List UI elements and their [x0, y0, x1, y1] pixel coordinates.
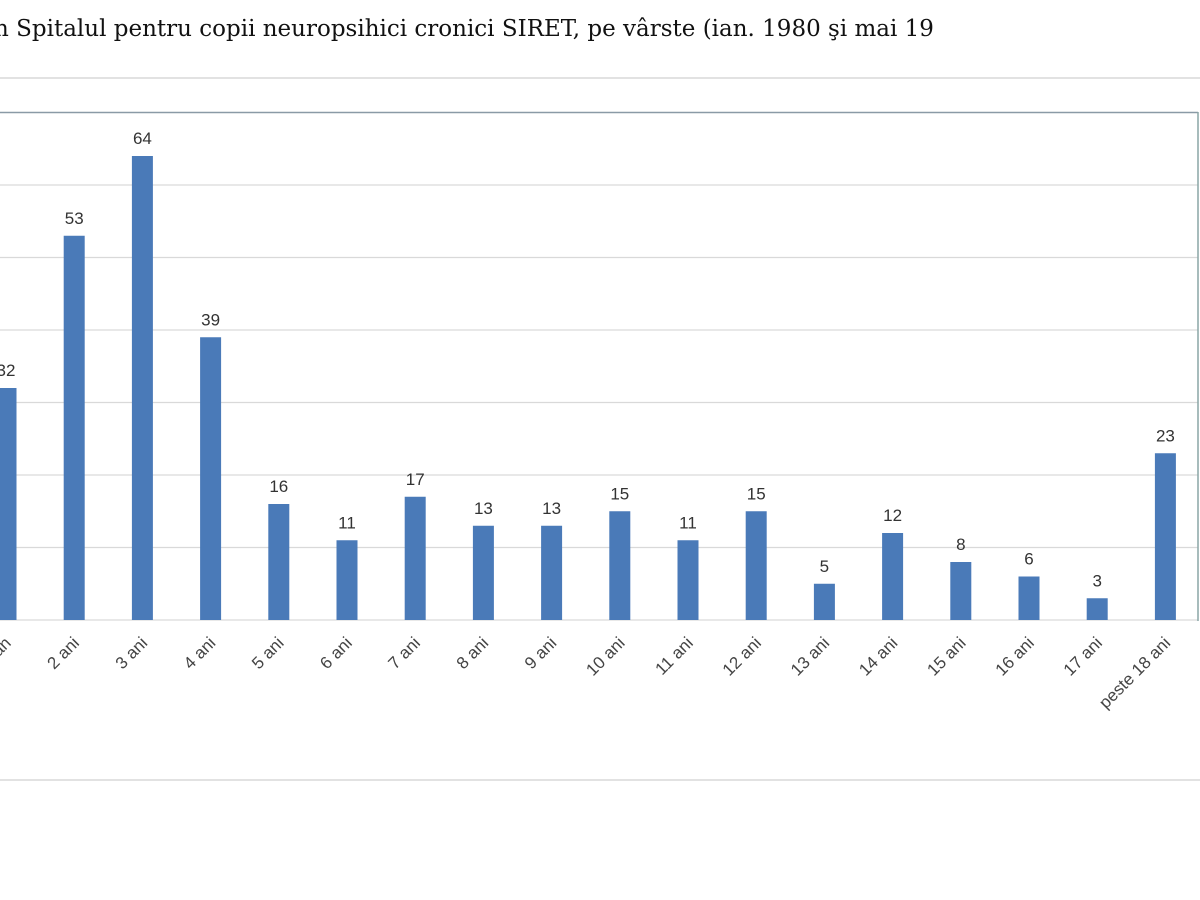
- x-tick-label: 5 ani: [248, 633, 288, 673]
- chart-title: n Spitalul pentru copii neuropsihici cro…: [0, 16, 934, 42]
- x-tick-label: 8 ani: [453, 633, 493, 673]
- data-label: 8: [956, 535, 965, 554]
- x-tick-label: 7 ani: [385, 633, 425, 673]
- x-tick-label: 9 ani: [521, 633, 561, 673]
- data-label: 13: [542, 499, 561, 518]
- data-label: 23: [1156, 426, 1175, 445]
- bar: [63, 235, 85, 620]
- data-label: 11: [338, 513, 356, 532]
- data-label: 13: [474, 499, 493, 518]
- bar: [200, 337, 222, 620]
- x-tick-label: 1 an: [0, 633, 15, 670]
- bar: [1086, 598, 1108, 620]
- data-label: 17: [406, 470, 425, 489]
- x-tick-label: 6 ani: [316, 633, 356, 673]
- bar: [813, 583, 835, 620]
- bar: [745, 511, 767, 620]
- data-label: 16: [269, 477, 288, 496]
- bar: [472, 525, 494, 620]
- x-tick-label: 4 ani: [180, 633, 220, 673]
- data-label: 64: [133, 129, 152, 148]
- x-tick-label: 10 ani: [582, 633, 628, 679]
- bar: [609, 511, 631, 620]
- x-tick-label: 16 ani: [992, 633, 1038, 679]
- x-tick-label: 2 ani: [44, 633, 84, 673]
- bar: [950, 562, 972, 620]
- data-label: 39: [201, 310, 220, 329]
- data-label: 15: [610, 484, 629, 503]
- bar: [882, 533, 904, 620]
- bar: [336, 540, 358, 620]
- x-tick-label: 11 ani: [652, 633, 697, 678]
- bar: [404, 496, 426, 620]
- bar: [541, 525, 563, 620]
- data-label: 3: [1092, 571, 1101, 590]
- data-label: 32: [0, 361, 15, 380]
- x-tick-label: 17 ani: [1060, 633, 1106, 679]
- x-tick-label: 3 ani: [112, 633, 152, 673]
- x-tick-label: 12 ani: [719, 633, 765, 679]
- data-label: 53: [65, 209, 84, 228]
- data-label: 11: [679, 513, 697, 532]
- bar: [1018, 576, 1040, 620]
- data-label: 5: [820, 557, 829, 576]
- bar: [677, 540, 699, 620]
- x-tick-label: 14 ani: [855, 633, 901, 679]
- x-tick-label: 13 ani: [787, 633, 833, 679]
- bar: [1154, 453, 1176, 620]
- bar: [131, 156, 153, 620]
- x-tick-label: peste 18 ani: [1095, 633, 1174, 712]
- bar: [268, 504, 290, 620]
- data-label: 15: [747, 484, 766, 503]
- bar: [0, 388, 17, 620]
- x-tick-label: 15 ani: [923, 633, 969, 679]
- data-label: 12: [883, 506, 902, 525]
- data-label: 6: [1024, 550, 1033, 569]
